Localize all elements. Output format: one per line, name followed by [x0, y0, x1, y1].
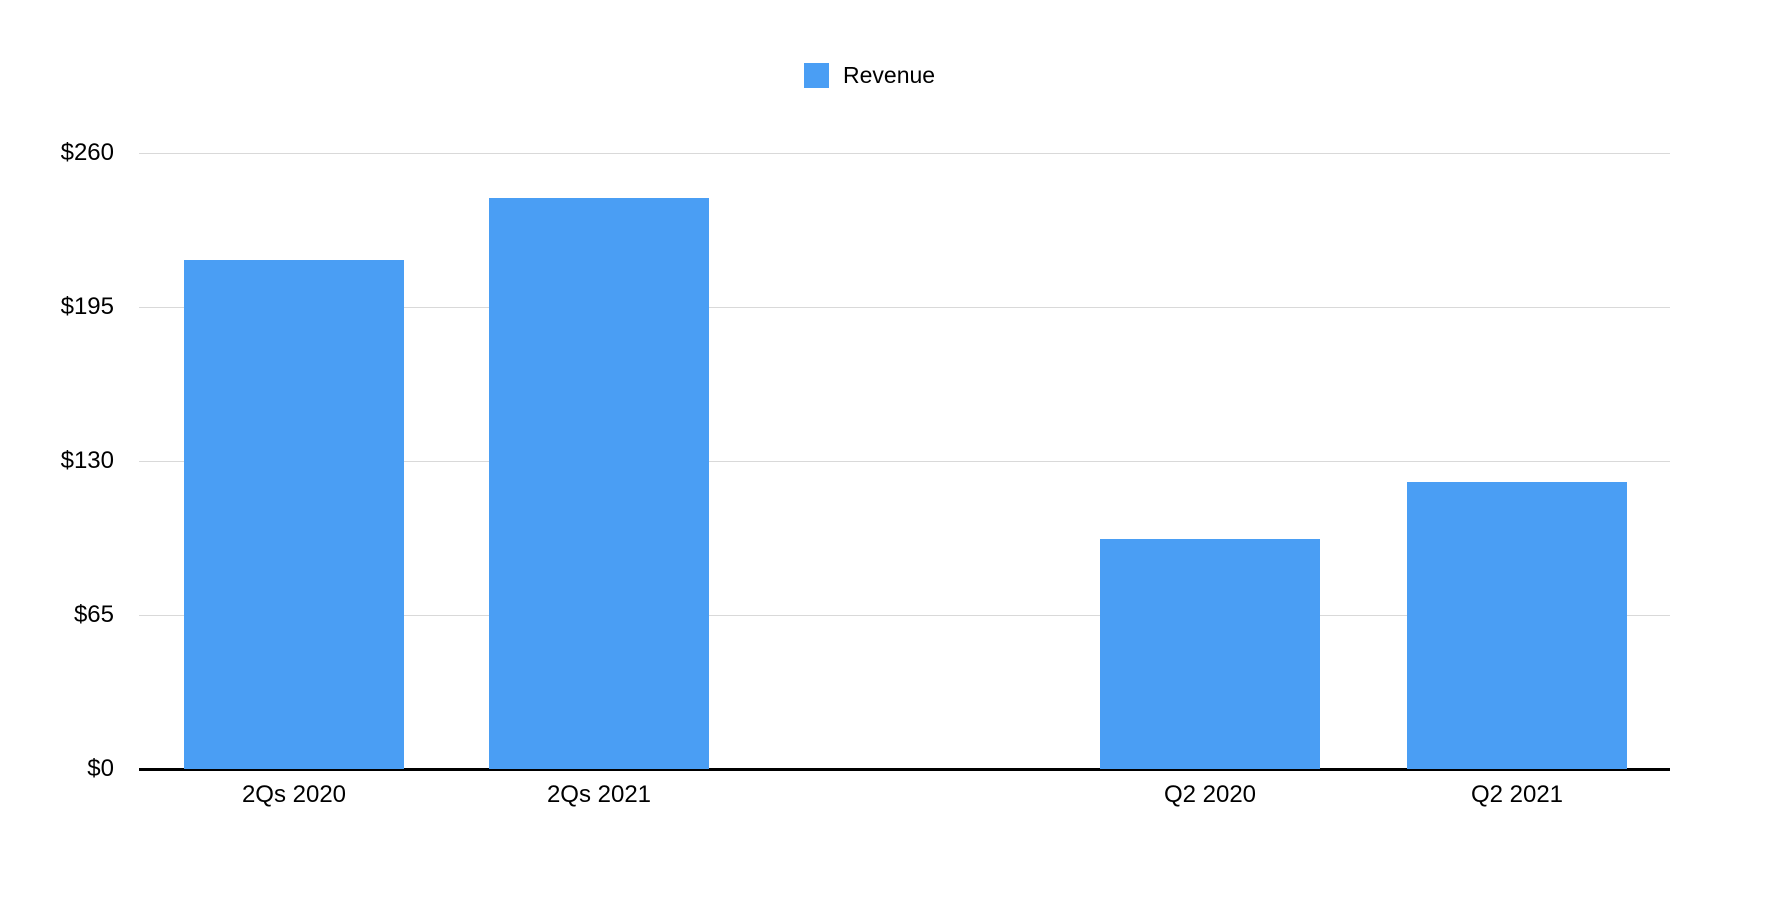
x-axis-category-label: Q2 2021	[1470, 781, 1564, 808]
y-axis-tick-label: $195	[60, 293, 114, 320]
bar-q2-2021	[1407, 482, 1627, 769]
y-axis-tick-label: $130	[60, 447, 114, 474]
gridline	[139, 153, 1670, 154]
y-axis-tick-label: $260	[60, 139, 114, 166]
gridline	[139, 615, 1670, 616]
bar-2qs-2021	[489, 198, 709, 769]
x-axis-category-label: 2Qs 2021	[546, 781, 652, 808]
y-axis-tick-label: $0	[87, 755, 114, 782]
chart-legend: Revenue	[804, 62, 935, 89]
legend-color-swatch-icon	[804, 63, 829, 88]
bar-2qs-2020	[184, 259, 404, 769]
x-axis-line	[139, 768, 1670, 771]
bar-q2-2020	[1100, 539, 1320, 769]
x-axis-category-label: Q2 2020	[1163, 781, 1257, 808]
gridline	[139, 461, 1670, 462]
y-axis-tick-label: $65	[73, 601, 114, 628]
legend-label: Revenue	[843, 62, 936, 88]
x-axis-category-label: 2Qs 2020	[241, 781, 347, 808]
gridline	[139, 307, 1670, 308]
